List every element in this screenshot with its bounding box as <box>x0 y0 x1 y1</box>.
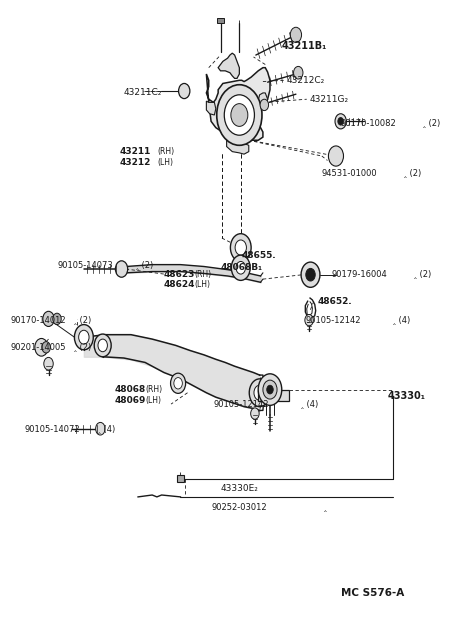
Circle shape <box>293 67 303 79</box>
Circle shape <box>171 373 186 393</box>
Circle shape <box>235 240 246 255</box>
Text: 48652․: 48652․ <box>317 297 352 306</box>
Text: 94531-01000: 94531-01000 <box>322 169 377 178</box>
Circle shape <box>231 255 250 280</box>
Circle shape <box>230 234 251 261</box>
Circle shape <box>94 334 111 357</box>
Text: 43212: 43212 <box>119 158 151 167</box>
Text: (LH): (LH) <box>145 396 161 405</box>
Text: 90105-14073: 90105-14073 <box>58 261 114 269</box>
Text: 43212C₂: 43212C₂ <box>286 76 325 85</box>
Circle shape <box>335 113 346 129</box>
Polygon shape <box>206 68 270 140</box>
Text: 43211: 43211 <box>119 147 151 156</box>
Circle shape <box>236 261 246 274</box>
Text: (RH): (RH) <box>157 147 174 156</box>
Text: 90170-14012: 90170-14012 <box>11 316 66 325</box>
Text: 48623: 48623 <box>164 269 195 278</box>
Circle shape <box>174 378 182 389</box>
Bar <box>258 389 289 401</box>
Text: (LH): (LH) <box>195 280 210 288</box>
Text: 43211B₁: 43211B₁ <box>282 41 327 51</box>
Circle shape <box>217 85 262 145</box>
Circle shape <box>254 385 265 400</box>
Text: ‸ (2): ‸ (2) <box>414 269 431 278</box>
Polygon shape <box>218 53 239 79</box>
Text: ‸: ‸ <box>324 503 327 512</box>
Text: 48068B₁: 48068B₁ <box>220 263 263 272</box>
Circle shape <box>231 103 248 126</box>
Circle shape <box>301 262 320 287</box>
Circle shape <box>96 422 105 435</box>
Circle shape <box>44 358 53 370</box>
Circle shape <box>179 84 190 99</box>
Text: (LH): (LH) <box>157 158 173 167</box>
Circle shape <box>263 380 277 399</box>
Circle shape <box>116 261 128 277</box>
Circle shape <box>251 408 259 419</box>
Text: ‸ (2): ‸ (2) <box>74 316 91 325</box>
Circle shape <box>290 27 301 42</box>
Text: 90179-16004: 90179-16004 <box>331 269 387 278</box>
Text: ‸ (2): ‸ (2) <box>74 343 91 352</box>
Circle shape <box>267 385 273 394</box>
Circle shape <box>42 342 50 353</box>
Text: 90105-12142: 90105-12142 <box>213 399 269 408</box>
Text: ‸ (2): ‸ (2) <box>136 261 153 269</box>
Text: (RH): (RH) <box>145 385 162 394</box>
Text: ‸ (4): ‸ (4) <box>392 316 410 325</box>
Text: 43211C₂: 43211C₂ <box>124 88 162 98</box>
Bar <box>217 18 224 23</box>
Text: 90105-12142: 90105-12142 <box>305 316 361 325</box>
Bar <box>177 475 184 482</box>
Text: 43330E₂: 43330E₂ <box>220 484 258 493</box>
Circle shape <box>306 268 315 281</box>
Text: ‸ (2): ‸ (2) <box>423 119 440 127</box>
Circle shape <box>43 311 54 327</box>
Text: 48655․: 48655․ <box>242 250 276 260</box>
Polygon shape <box>227 139 249 154</box>
Circle shape <box>74 325 93 350</box>
Text: 90201-14005: 90201-14005 <box>11 343 66 352</box>
Circle shape <box>249 379 270 406</box>
Text: 90252-03012: 90252-03012 <box>211 503 267 512</box>
Text: ‸ (4): ‸ (4) <box>301 399 318 408</box>
Circle shape <box>305 314 313 326</box>
Polygon shape <box>258 93 268 110</box>
Text: 48624: 48624 <box>164 280 195 288</box>
Text: (RH): (RH) <box>195 269 212 278</box>
Text: 90105-14072: 90105-14072 <box>25 425 81 434</box>
Circle shape <box>258 374 282 405</box>
Text: 90170-10082: 90170-10082 <box>341 119 396 127</box>
Circle shape <box>338 117 344 125</box>
Circle shape <box>98 339 108 352</box>
Text: ‸ (4): ‸ (4) <box>98 425 115 434</box>
Circle shape <box>79 330 89 344</box>
Circle shape <box>224 95 255 135</box>
Text: 43330₁: 43330₁ <box>388 391 426 401</box>
Text: ‸ (2): ‸ (2) <box>404 169 421 178</box>
Circle shape <box>328 146 344 166</box>
Text: 43211G₂: 43211G₂ <box>310 94 349 104</box>
Text: 48068: 48068 <box>115 385 146 394</box>
Polygon shape <box>206 101 216 115</box>
Text: MC S576-A: MC S576-A <box>341 588 404 598</box>
Circle shape <box>53 313 61 325</box>
Circle shape <box>260 100 269 110</box>
Text: 48069: 48069 <box>115 396 146 405</box>
Circle shape <box>35 339 48 356</box>
